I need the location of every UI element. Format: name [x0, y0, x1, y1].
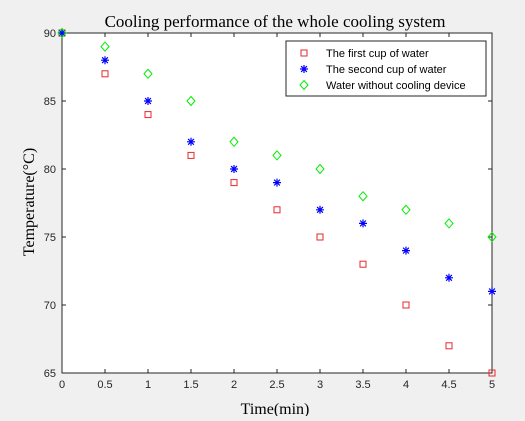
data-point-s3: [315, 163, 325, 175]
data-point-s1: [488, 369, 496, 377]
x-tick-label: 2: [231, 379, 237, 391]
data-point-s3: [444, 218, 454, 229]
data-point-s2: [488, 287, 496, 296]
legend-box: [285, 40, 487, 97]
data-point-s1: [316, 233, 324, 241]
y-tick-label: 65: [44, 368, 56, 380]
data-point-s2: [187, 137, 195, 146]
x-tick-label: 4: [403, 379, 409, 391]
y-tick-label: 85: [44, 96, 56, 108]
data-point-s1: [144, 111, 152, 119]
data-point-s2: [273, 178, 281, 187]
legend-marker-s2: [300, 65, 308, 73]
data-point-s2: [316, 205, 324, 214]
x-tick-label: 1: [145, 379, 151, 391]
data-point-s2: [230, 165, 238, 173]
data-point-s3: [143, 68, 153, 80]
legend-label-s1: The first cup of water: [326, 48, 429, 60]
data-point-s2: [144, 97, 152, 105]
x-tick-label: 5: [489, 379, 495, 391]
data-point-s2: [402, 246, 410, 255]
data-point-s1: [101, 70, 109, 78]
legend-label-s3: Water without cooling device: [326, 80, 466, 92]
data-point-s1: [230, 179, 238, 187]
x-tick-label: 4.5: [441, 379, 456, 391]
chart-title: Cooling performance of the whole cooling…: [105, 12, 446, 31]
y-tick-label: 70: [44, 300, 56, 312]
x-axis-label: Time(min): [241, 401, 310, 416]
data-point-s3: [487, 231, 497, 243]
x-tick-label: 2.5: [269, 379, 284, 391]
legend-label-s2: The second cup of water: [326, 64, 447, 76]
data-point-s3: [401, 204, 411, 216]
data-point-s2: [101, 56, 109, 65]
x-tick-label: 1.5: [183, 379, 198, 391]
x-tick-label: 0: [59, 379, 65, 391]
series-3: [57, 27, 497, 243]
legend-marker-s1: [300, 49, 308, 57]
legend-marker-s3: [299, 79, 309, 91]
data-point-s1: [187, 151, 195, 159]
series-2: [58, 29, 496, 296]
y-tick-label: 80: [44, 164, 56, 176]
data-point-s2: [58, 29, 66, 37]
data-point-s1: [359, 260, 367, 268]
data-point-s2: [359, 219, 367, 228]
data-point-s3: [57, 27, 67, 39]
data-point-s3: [186, 95, 196, 107]
x-tick-label: 0.5: [97, 379, 112, 391]
data-point-s3: [229, 136, 239, 148]
data-point-s1: [445, 342, 453, 350]
y-axis-label: Temperature(°C): [21, 148, 38, 256]
data-point-s1: [273, 206, 281, 214]
y-tick-label: 90: [44, 28, 56, 40]
data-point-s3: [358, 190, 368, 202]
data-point-s1: [402, 301, 410, 309]
data-point-s3: [272, 150, 282, 161]
y-tick-label: 75: [44, 232, 56, 244]
x-tick-label: 3: [317, 379, 323, 391]
x-tick-label: 3.5: [355, 379, 370, 391]
data-point-s2: [445, 273, 453, 282]
data-point-s3: [100, 41, 110, 52]
